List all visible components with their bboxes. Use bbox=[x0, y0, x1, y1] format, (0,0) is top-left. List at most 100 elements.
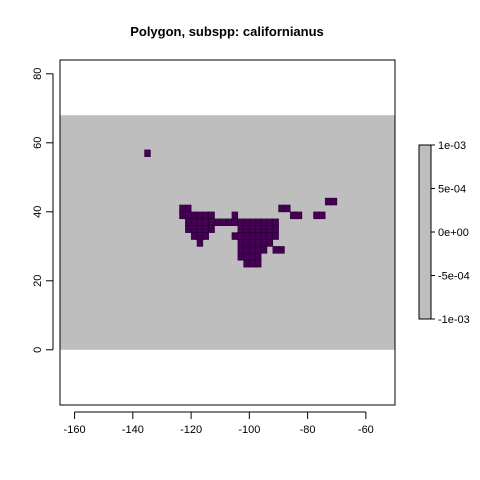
occurrence-cell bbox=[226, 218, 233, 226]
occurrence-cell bbox=[179, 204, 186, 213]
plot-title: Polygon, subspp: californianus bbox=[130, 24, 324, 39]
occurrence-cell bbox=[272, 218, 279, 226]
occurrence-cell bbox=[261, 239, 268, 247]
occurrence-cell bbox=[272, 232, 279, 240]
occurrence-cell bbox=[191, 225, 198, 233]
occurrence-cell bbox=[249, 260, 256, 268]
y-tick-label: 20 bbox=[32, 275, 44, 287]
occurrence-cell bbox=[191, 232, 198, 240]
legend-tick-label: 0e+00 bbox=[438, 227, 469, 239]
x-tick-label: -160 bbox=[64, 424, 86, 436]
occurrence-cell bbox=[191, 211, 198, 220]
x-tick-label: -80 bbox=[300, 424, 316, 436]
occurrence-cell bbox=[185, 211, 192, 220]
occurrence-cell bbox=[214, 218, 221, 226]
occurrence-cell bbox=[202, 225, 209, 233]
occurrence-cell bbox=[237, 232, 244, 240]
occurrence-cell bbox=[249, 225, 256, 233]
occurrence-cell bbox=[255, 225, 262, 233]
x-tick-label: -140 bbox=[122, 424, 144, 436]
occurrence-cells bbox=[144, 149, 338, 268]
occurrence-cell bbox=[266, 225, 274, 233]
occurrence-cell bbox=[290, 211, 297, 220]
occurrence-cell-edge bbox=[330, 197, 337, 206]
occurrence-cell bbox=[255, 253, 262, 261]
occurrence-cell bbox=[249, 232, 256, 240]
occurrence-cell bbox=[237, 225, 244, 233]
occurrence-cell bbox=[266, 232, 274, 240]
occurrence-cell bbox=[325, 198, 332, 206]
occurrence-cell bbox=[191, 218, 198, 226]
occurrence-cell bbox=[255, 246, 262, 254]
occurrence-cell bbox=[208, 225, 215, 233]
occurrence-cell bbox=[261, 232, 268, 240]
occurrence-cell bbox=[249, 246, 256, 254]
occurrence-cell bbox=[330, 198, 338, 206]
occurrence-cell bbox=[243, 260, 250, 268]
occurrence-cell bbox=[272, 246, 279, 254]
color-legend: 1e-03 5e-04 0e+00 -5e-04 -1e-03 bbox=[418, 140, 470, 326]
occurrence-cell bbox=[202, 211, 209, 220]
occurrence-cell bbox=[266, 239, 274, 247]
occurrence-cell bbox=[272, 225, 279, 233]
occurrence-cell bbox=[196, 225, 204, 233]
occurrence-cell-edge bbox=[255, 259, 262, 268]
occurrence-cell bbox=[196, 232, 204, 240]
x-tick-label: -60 bbox=[358, 424, 374, 436]
occurrence-cell bbox=[202, 232, 209, 240]
plot-panel bbox=[59, 59, 396, 406]
occurrence-cell bbox=[295, 211, 303, 220]
occurrence-cell bbox=[208, 218, 215, 226]
x-tick-label: -120 bbox=[180, 424, 202, 436]
plot-frame bbox=[59, 59, 396, 406]
legend-tick-label: -5e-04 bbox=[438, 271, 470, 283]
occurrence-cell-edge bbox=[144, 149, 151, 157]
occurrence-cell bbox=[249, 239, 256, 247]
occurrence-cell bbox=[255, 218, 262, 226]
occurrence-cell bbox=[144, 149, 151, 157]
y-tick-label: 80 bbox=[32, 68, 44, 80]
x-tick-label: -100 bbox=[238, 424, 260, 436]
raster-background bbox=[60, 115, 395, 350]
occurrence-cell bbox=[243, 239, 250, 247]
occurrence-cell bbox=[249, 253, 256, 261]
occurrence-cell-edge bbox=[208, 225, 215, 233]
occurrence-cell bbox=[261, 225, 268, 233]
occurrence-cell-edge bbox=[266, 239, 273, 247]
legend-tick-label: 1e-03 bbox=[438, 140, 466, 152]
occurrence-cell bbox=[243, 218, 250, 226]
occurrence-cell bbox=[278, 246, 285, 254]
occurrence-cell bbox=[255, 260, 262, 268]
occurrence-cell bbox=[243, 246, 250, 254]
occurrence-cell-edge bbox=[295, 211, 302, 219]
occurrence-cell bbox=[278, 204, 285, 213]
occurrence-cell bbox=[185, 204, 192, 213]
y-tick-label: 40 bbox=[32, 206, 44, 218]
occurrence-cell bbox=[202, 218, 209, 226]
occurrence-cell bbox=[237, 253, 244, 261]
occurrence-cell bbox=[220, 218, 227, 226]
occurrence-cell-edge bbox=[272, 232, 279, 240]
occurrence-cell bbox=[196, 239, 204, 247]
y-tick-label: 0 bbox=[32, 347, 44, 353]
occurrence-cell bbox=[255, 232, 262, 240]
occurrence-cell bbox=[237, 246, 244, 254]
occurrence-cell bbox=[261, 218, 268, 226]
occurrence-cell-edge bbox=[284, 204, 291, 212]
occurrence-cell bbox=[231, 218, 239, 226]
occurrence-cell bbox=[185, 225, 192, 233]
occurrence-cell bbox=[208, 211, 215, 220]
occurrence-cell-edge bbox=[260, 246, 267, 254]
legend-tick-label: 5e-04 bbox=[438, 184, 466, 196]
y-axis: 0 20 40 60 80 bbox=[32, 68, 54, 353]
occurrence-cell bbox=[266, 218, 274, 226]
occurrence-cell bbox=[261, 246, 268, 254]
occurrence-cell-edge bbox=[196, 239, 203, 247]
occurrence-cell bbox=[243, 225, 250, 233]
occurrence-cell bbox=[255, 239, 262, 247]
occurrence-cell bbox=[231, 211, 239, 220]
occurrence-cell-edge bbox=[202, 232, 209, 240]
occurrence-cell bbox=[319, 211, 326, 220]
y-tick-label: 60 bbox=[32, 137, 44, 149]
